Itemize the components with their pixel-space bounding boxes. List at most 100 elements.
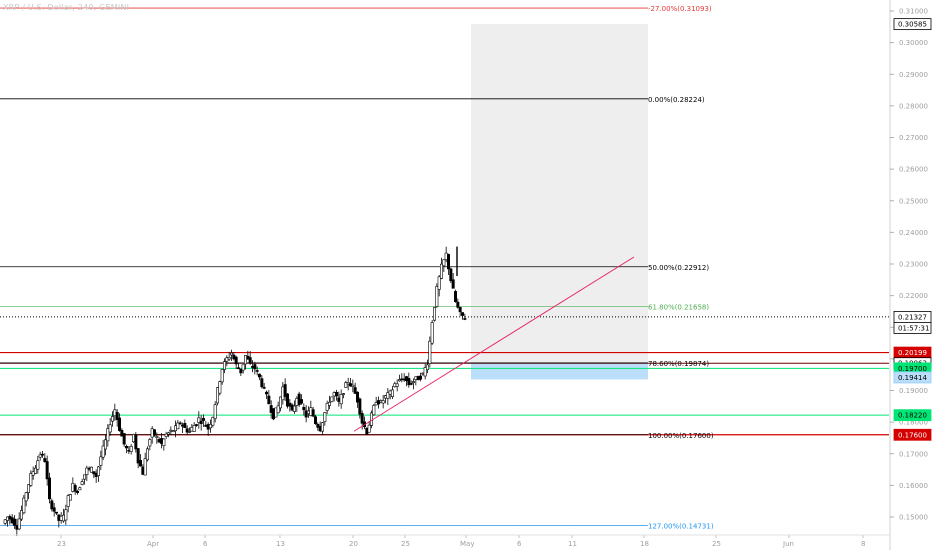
candle: [449, 268, 453, 282]
candle: [292, 405, 296, 412]
candle: [346, 382, 350, 385]
candle: [178, 422, 182, 425]
x-tick-label: 8: [861, 540, 865, 548]
price-label: 0.30585: [898, 21, 927, 29]
y-tick-label: 0.18000: [899, 419, 928, 427]
candle: [211, 417, 215, 426]
candle: [136, 448, 140, 464]
candle: [64, 509, 68, 521]
candle: [367, 424, 371, 433]
candle: [97, 466, 101, 477]
candle: [260, 378, 264, 388]
candle: [344, 382, 348, 388]
candle: [125, 445, 129, 449]
candle: [253, 364, 257, 370]
candle: [83, 474, 87, 480]
candle: [227, 356, 231, 360]
candle: [316, 424, 320, 428]
candle: [199, 420, 203, 424]
candle: [183, 422, 187, 429]
y-tick-label: 0.16000: [899, 482, 928, 490]
candle: [153, 429, 157, 436]
candle: [164, 433, 168, 437]
candle: [54, 511, 58, 514]
x-tick-label: 20: [349, 540, 358, 548]
candle: [90, 466, 94, 473]
candle: [299, 399, 303, 404]
candle: [311, 409, 315, 417]
candle: [92, 471, 96, 475]
fib-level-label: 127.00%(0.14731): [648, 523, 714, 531]
candle: [139, 460, 143, 467]
candle: [171, 430, 175, 433]
candle: [148, 439, 152, 447]
candle: [276, 405, 280, 414]
candle: [69, 494, 73, 501]
fib-level-label: -27.00%(0.31093): [648, 5, 712, 13]
candle: [78, 487, 82, 491]
x-tick-label: 18: [640, 540, 649, 548]
candle: [360, 413, 364, 424]
candle: [111, 416, 115, 422]
candle: [428, 340, 432, 364]
y-tick-label: 0.30000: [899, 39, 928, 47]
x-tick-label: Jun: [782, 540, 794, 548]
candle: [40, 453, 44, 456]
x-tick-label: 13: [276, 540, 285, 548]
price-label: 0.20199: [898, 349, 927, 357]
candle: [134, 434, 138, 450]
y-tick-label: 0.17000: [899, 450, 928, 458]
candle: [76, 490, 80, 493]
candle: [104, 439, 108, 450]
candle: [386, 392, 390, 399]
symbol-title: XRP / U.S. Dollar, 240, GEMINI: [3, 3, 130, 12]
y-tick-label: 0.22000: [899, 292, 928, 300]
candle: [223, 361, 227, 370]
fib-level-label: 100.00%(0.17600): [648, 432, 714, 440]
candle: [66, 495, 70, 507]
x-tick-label: 25: [401, 540, 410, 548]
candle: [155, 436, 159, 438]
y-tick-label: 0.15000: [899, 514, 928, 522]
candle: [220, 369, 224, 383]
candle: [435, 286, 439, 307]
trendline: [353, 256, 635, 432]
candle: [85, 467, 89, 475]
candle: [19, 510, 23, 520]
fib-level-label: 0.00%(0.28224): [648, 96, 705, 104]
candle: [195, 424, 199, 426]
candle: [248, 357, 252, 364]
candle: [458, 307, 462, 313]
candle: [381, 400, 385, 404]
candle: [334, 392, 338, 397]
price-label-box: [893, 371, 932, 384]
x-tick-label: 25: [712, 540, 721, 548]
candle: [73, 485, 77, 492]
candle: [143, 458, 147, 476]
x-tick-label: 11: [568, 540, 577, 548]
candle: [372, 405, 376, 416]
candle: [283, 384, 287, 397]
candle: [47, 477, 51, 500]
candle: [390, 389, 394, 397]
x-tick-label: Apr: [147, 540, 159, 548]
candle: [234, 356, 238, 365]
candle: [351, 384, 355, 387]
candle: [176, 422, 180, 430]
y-tick-label: 0.26000: [899, 166, 928, 174]
candle: [24, 492, 28, 502]
candle: [257, 373, 261, 378]
candle: [244, 355, 248, 365]
candle: [118, 417, 122, 431]
candle: [108, 424, 112, 433]
price-label: 01:57:31: [898, 324, 929, 332]
candle: [101, 445, 105, 458]
candle: [325, 403, 329, 411]
candle: [353, 387, 357, 394]
candle: [418, 375, 422, 380]
price-label-box: [893, 409, 932, 422]
candle: [188, 431, 192, 433]
candle: [355, 391, 359, 403]
